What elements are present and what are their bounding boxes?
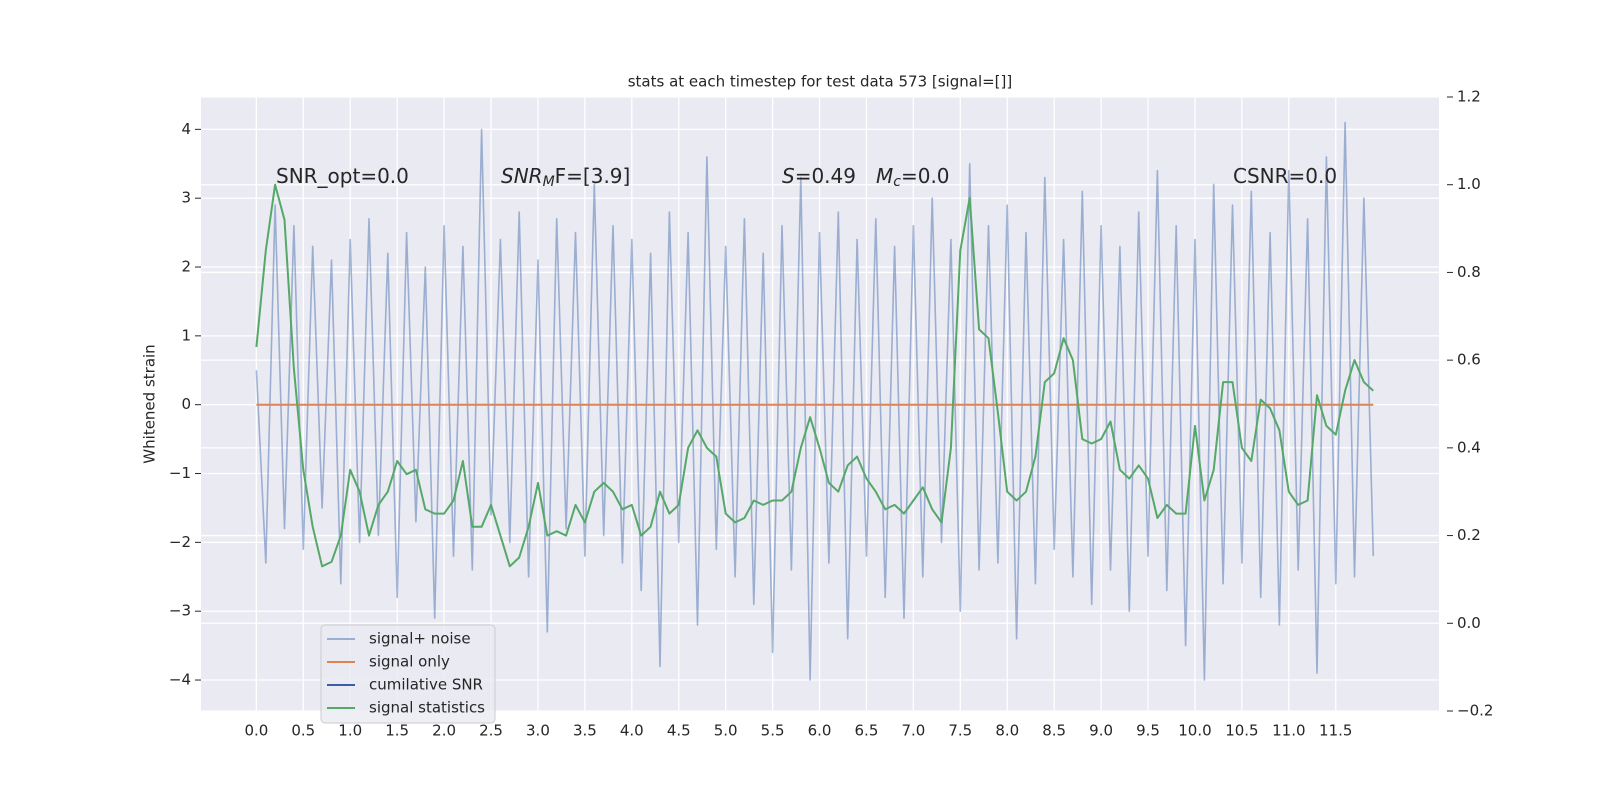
x-tick-label: 10.5 [1225,722,1258,740]
y-tick-label: 0 [181,395,191,413]
y2-tick-label: −0.2 [1457,702,1493,720]
x-tick-label: 9.0 [1089,722,1113,740]
annotation-symbol: M [876,164,893,188]
annotation-text: SNR_opt=0.0 [276,164,409,188]
legend-label: cumilative SNR [369,676,483,694]
x-tick-label: 6.5 [855,722,879,740]
x-tick-label: 0.0 [244,722,268,740]
annotation-text: =0.0 [901,164,950,188]
legend-box [320,624,496,724]
annotation: CSNR=0.0 [1233,164,1337,188]
y2-tick-label: 1.2 [1457,88,1481,106]
chart-title: stats at each timestep for test data 573… [628,73,1013,91]
y-tick-label: 2 [181,258,191,276]
y2-tick-label: 0.4 [1457,438,1481,456]
y-tick-label: 1 [181,326,191,344]
x-tick-label: 2.5 [479,722,503,740]
x-tick-label: 4.5 [667,722,691,740]
y-axis-label: Whitened strain [141,344,159,463]
x-tick-label: 5.0 [714,722,738,740]
y2-tick-label: 0.6 [1457,351,1481,369]
legend: signal+ noise signal only cumilative SNR si… [320,624,496,724]
y-tick-label: 4 [181,120,191,138]
legend-label: signal+ noise [369,630,471,648]
y-tick-label: −2 [169,533,191,551]
y2-tick-label: 0.2 [1457,526,1481,544]
annotation-text: F=[3.9] [555,164,631,188]
x-tick-label: 2.0 [432,722,456,740]
y-tick-label: −4 [169,671,191,689]
x-tick-label: 7.0 [901,722,925,740]
x-tick-label: 3.0 [526,722,550,740]
legend-label: signal only [369,653,450,671]
x-tick-label: 8.0 [995,722,1019,740]
annotation: Mc=0.0 [876,164,950,191]
x-tick-label: 5.5 [761,722,785,740]
x-tick-label: 1.0 [338,722,362,740]
x-tick-label: 11.0 [1272,722,1305,740]
y2-tick-label: 0.0 [1457,614,1481,632]
annotation: SNR_opt=0.0 [276,164,409,188]
y-tick-label: 3 [181,189,191,207]
annotation-text: CSNR=0.0 [1233,164,1337,188]
annotation-symbol: SNR [501,164,543,188]
x-tick-label: 6.0 [808,722,832,740]
y2-tick-label: 1.0 [1457,175,1481,193]
annotation-subscript: c [893,174,901,190]
x-tick-label: 1.5 [385,722,409,740]
x-tick-label: 4.0 [620,722,644,740]
series-line [255,183,1374,568]
x-tick-label: 0.5 [291,722,315,740]
x-tick-label: 10.0 [1178,722,1211,740]
annotation-subscript: M [543,174,555,190]
x-tick-label: 11.5 [1319,722,1352,740]
annotation: S=0.49 [782,164,856,188]
x-tick-label: 3.5 [573,722,597,740]
x-tick-label: 8.5 [1042,722,1066,740]
annotation-text: =0.49 [795,164,856,188]
y2-tick-label: 0.8 [1457,263,1481,281]
series-line [255,121,1375,681]
annotation: SNRMF=[3.9] [501,164,630,191]
y-tick-label: −1 [169,464,191,482]
y-tick-label: −3 [169,602,191,620]
legend-label: signal statistics [369,699,485,717]
annotation-symbol: S [782,164,795,188]
x-tick-label: 7.5 [948,722,972,740]
x-tick-label: 9.5 [1136,722,1160,740]
